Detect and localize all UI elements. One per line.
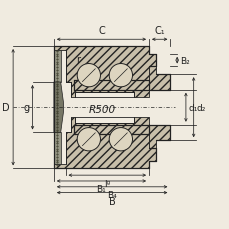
Polygon shape [54, 117, 155, 169]
Polygon shape [54, 51, 60, 83]
Polygon shape [74, 81, 148, 90]
Polygon shape [74, 125, 148, 135]
Circle shape [77, 64, 100, 87]
Polygon shape [54, 83, 63, 133]
Circle shape [77, 128, 100, 151]
Text: D: D [2, 103, 9, 113]
Text: B₁: B₁ [96, 185, 106, 194]
Text: lᵍ: lᵍ [104, 179, 110, 188]
Polygon shape [148, 67, 170, 90]
Text: d₁: d₁ [188, 103, 197, 112]
Text: R500: R500 [88, 105, 115, 115]
Text: C: C [98, 26, 104, 36]
Polygon shape [148, 125, 170, 148]
Text: B₂: B₂ [179, 56, 189, 65]
Text: B: B [108, 196, 115, 206]
Text: g: g [23, 103, 30, 113]
Text: d₂: d₂ [196, 103, 205, 112]
Text: r: r [76, 55, 80, 64]
Circle shape [109, 64, 132, 87]
Polygon shape [54, 47, 155, 98]
Polygon shape [54, 133, 60, 165]
Text: B₄: B₄ [107, 190, 117, 199]
Text: C₁: C₁ [154, 26, 164, 36]
Circle shape [109, 128, 132, 151]
